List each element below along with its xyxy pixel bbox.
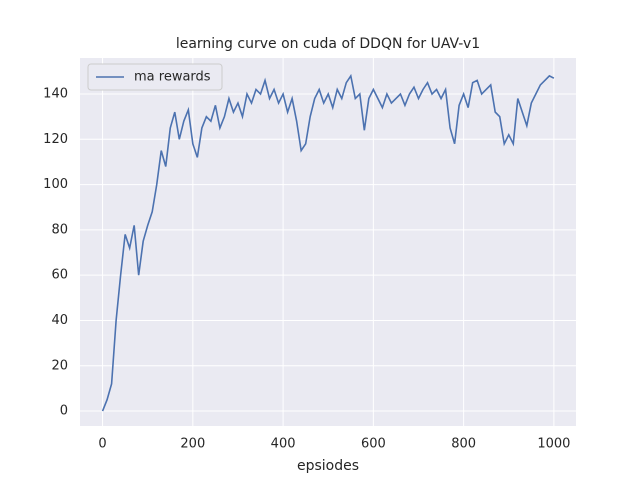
x-tick-label: 0: [98, 437, 106, 452]
legend-box: [87, 63, 223, 91]
x-tick-label: 600: [361, 437, 386, 452]
x-tick-label: 400: [271, 437, 296, 452]
y-tick-label: 0: [60, 404, 68, 419]
x-tick-label: 1000: [537, 437, 570, 452]
x-tick-label: 800: [451, 437, 476, 452]
chart-title: learning curve on cuda of DDQN for UAV-v…: [176, 36, 480, 52]
y-tick-label: 100: [43, 177, 68, 192]
y-tick-label: 120: [43, 132, 68, 147]
y-tick-label: 60: [51, 268, 68, 283]
y-tick-label: 20: [51, 358, 68, 373]
plot-area: [80, 58, 576, 426]
y-tick-label: 140: [43, 87, 68, 102]
y-tick-label: 80: [51, 222, 68, 237]
y-tick-label: 40: [51, 313, 68, 328]
series-line: [101, 73, 555, 412]
x-tick-label: 200: [180, 437, 205, 452]
legend-label: ma rewards: [134, 70, 211, 85]
x-axis-label: epsiodes: [297, 458, 359, 474]
